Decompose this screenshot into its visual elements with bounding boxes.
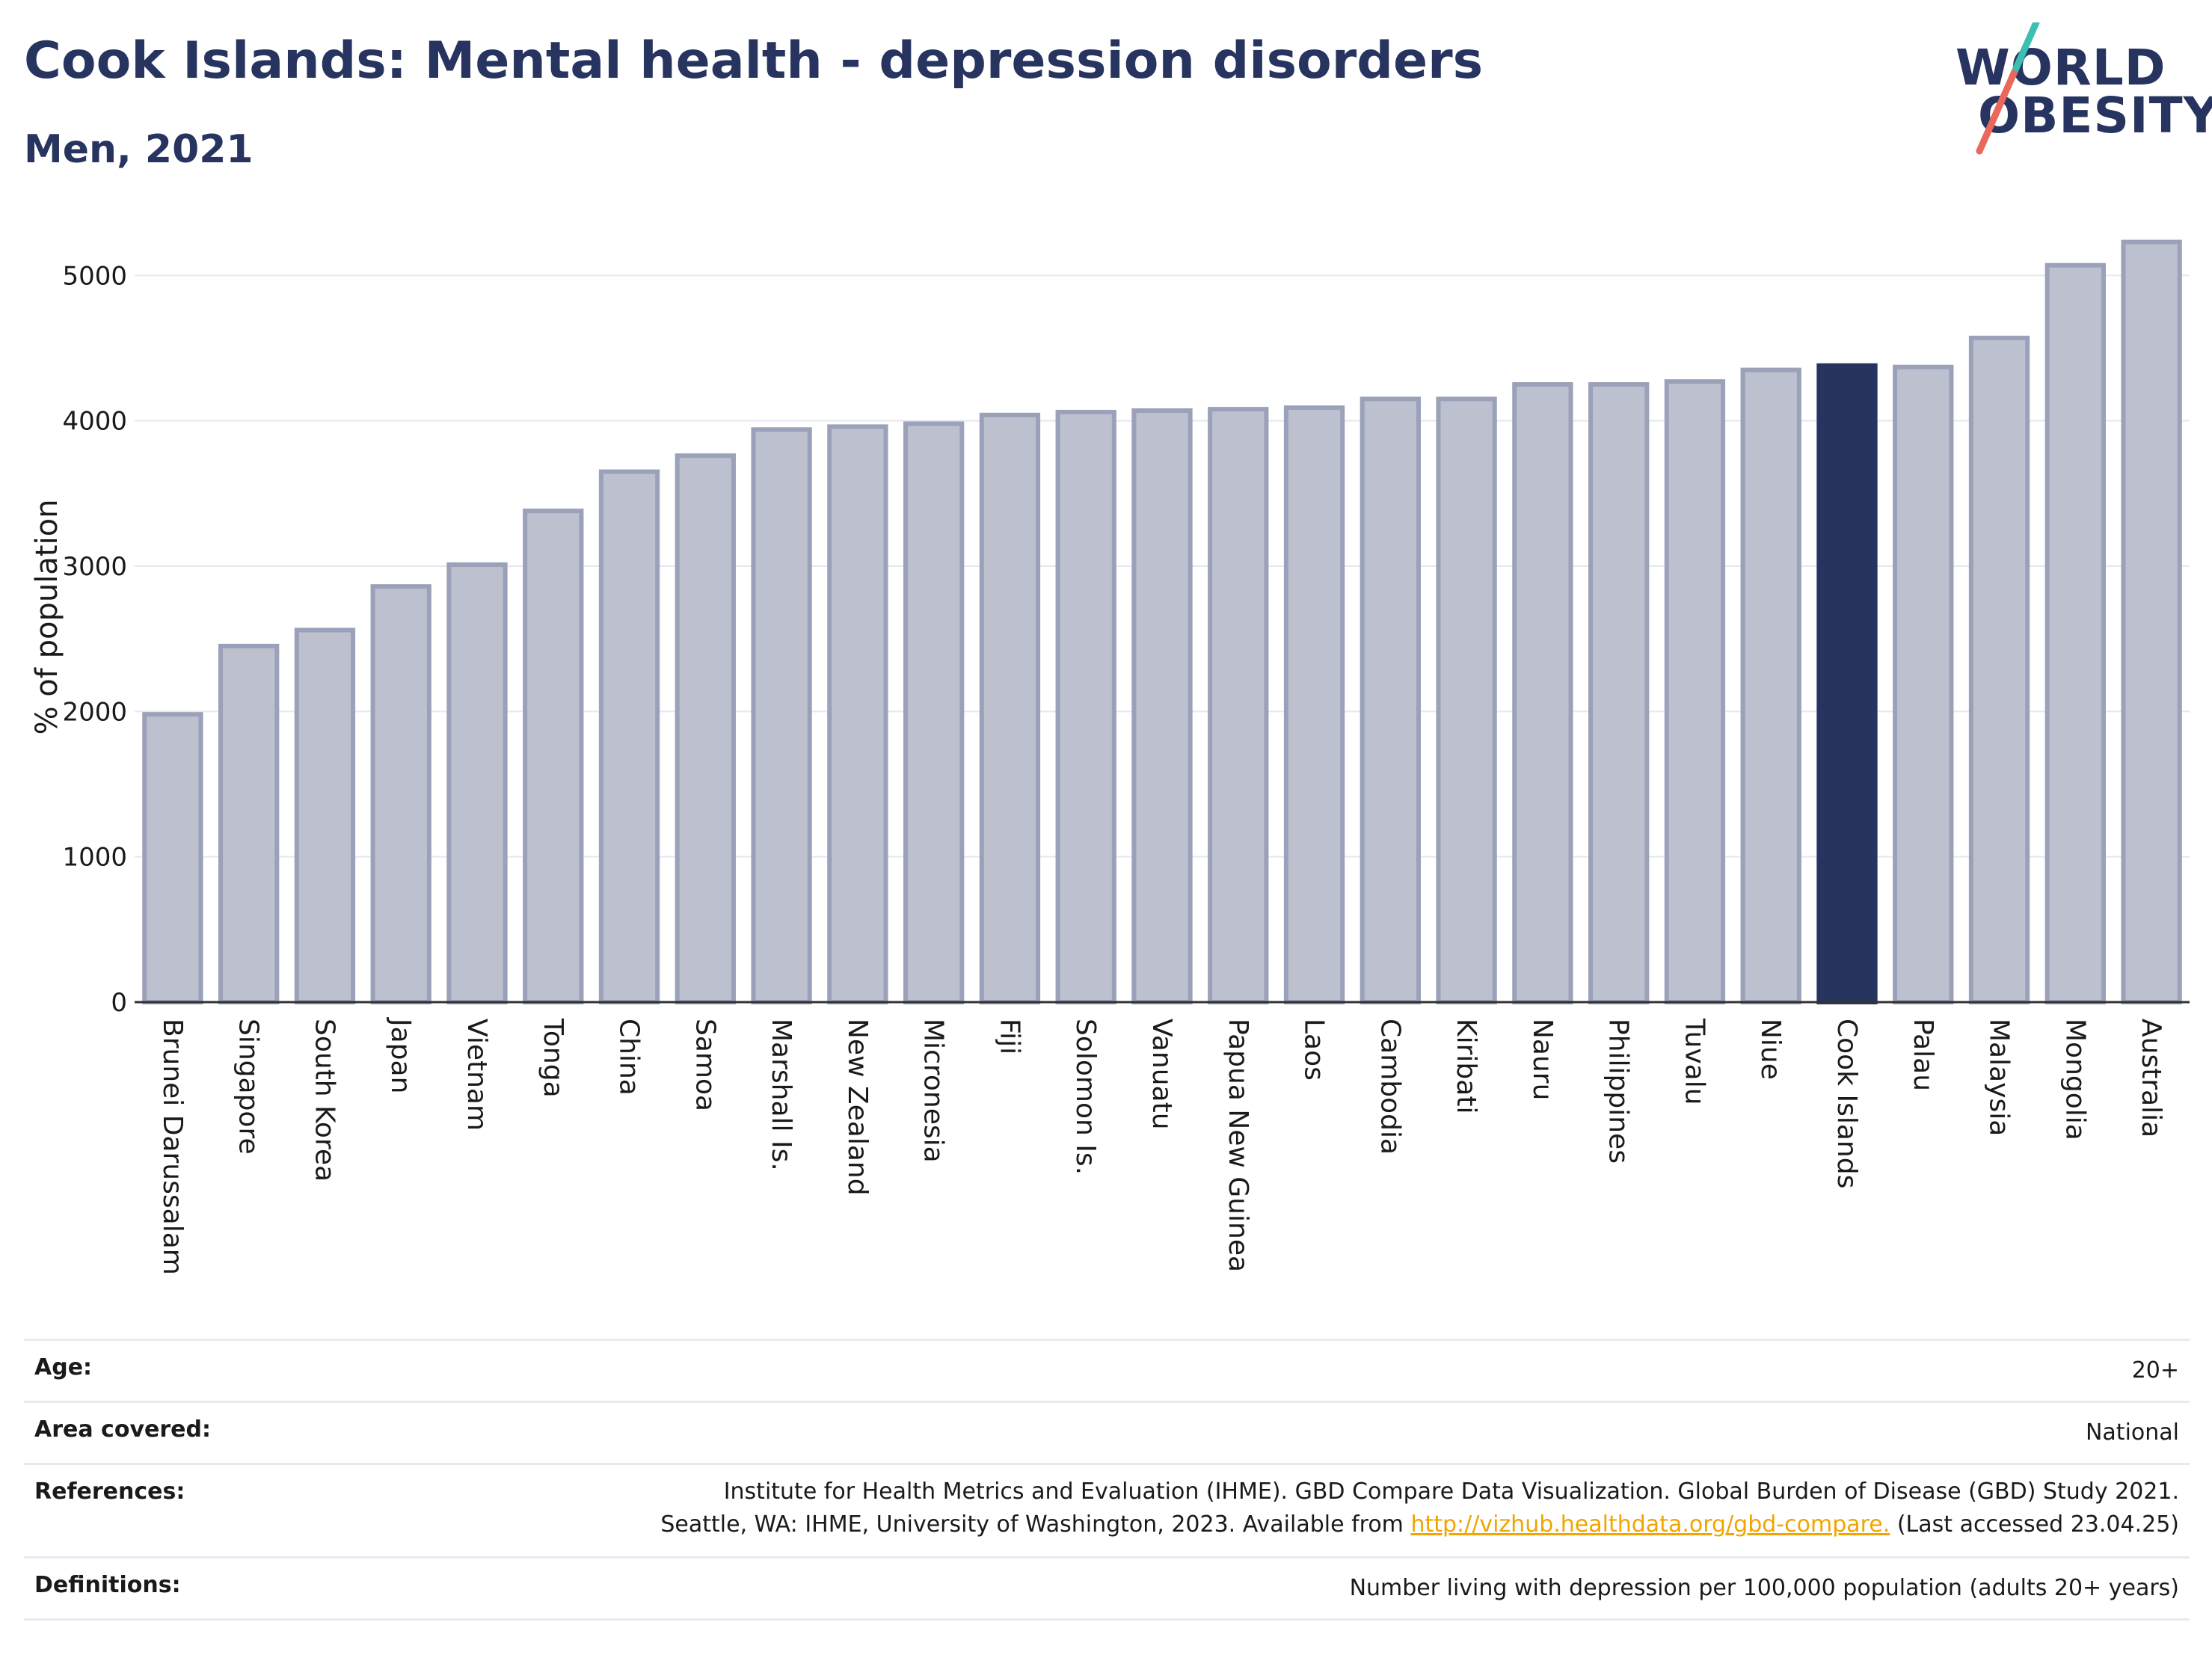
- x-tick-label: Philippines: [1603, 1019, 1634, 1164]
- x-tick-label: Nauru: [1527, 1019, 1558, 1100]
- y-tick-label: 5000: [62, 261, 127, 291]
- x-tick-label: Palau: [1908, 1019, 1938, 1091]
- logo-slash-icon: [1976, 22, 2040, 155]
- x-tick-label: Singapore: [233, 1019, 264, 1155]
- meta-row-area: Area covered: National: [24, 1403, 2190, 1465]
- area-label: Area covered:: [34, 1416, 211, 1443]
- y-tick-label: 3000: [62, 552, 127, 582]
- x-tick-label: Malaysia: [1984, 1019, 2015, 1136]
- bar: [1968, 335, 2030, 1004]
- x-tick-label: South Korea: [309, 1019, 340, 1182]
- x-tick-label: Mongolia: [2059, 1019, 2090, 1140]
- bar: [598, 469, 660, 1004]
- x-tick-label: Kiribati: [1451, 1019, 1481, 1114]
- bar: [1208, 407, 1269, 1004]
- references-value: Institute for Health Metrics and Evaluat…: [660, 1476, 2179, 1541]
- x-tick-label: Australia: [2136, 1019, 2166, 1137]
- bar: [1588, 382, 1650, 1005]
- bar: [1893, 364, 1954, 1005]
- references-line2-pre: Seattle, WA: IHME, University of Washing…: [660, 1511, 1411, 1538]
- area-value: National: [2085, 1419, 2179, 1446]
- y-tick-label: 0: [111, 988, 127, 1018]
- x-tick-label: Laos: [1299, 1019, 1330, 1081]
- x-tick-label: Tuvalu: [1679, 1018, 1709, 1105]
- bar-chart: 0 1000 2000 3000 4000 5000 % of population Brun…: [30, 239, 2190, 1275]
- x-tick-label: Cambodia: [1374, 1019, 1405, 1155]
- x-tick-label: Vietnam: [461, 1019, 492, 1131]
- bar: [294, 627, 356, 1004]
- meta-row-references: References: Institute for Health Metrics…: [24, 1465, 2190, 1559]
- bar: [979, 412, 1041, 1004]
- y-tick-label: 2000: [62, 697, 127, 727]
- references-link[interactable]: http://vizhub.healthdata.org/gbd-compare…: [1410, 1511, 1890, 1538]
- meta-row-definitions: Definitions: Number living with depressi…: [24, 1559, 2190, 1621]
- age-value: 20+: [2131, 1357, 2179, 1384]
- logo-line2: OBESITY: [1978, 87, 2212, 144]
- x-tick-label: Brunei Darussalam: [157, 1019, 188, 1275]
- bar: [903, 421, 965, 1004]
- y-axis-label: % of population: [30, 500, 64, 735]
- references-line2-post: (Last accessed 23.04.25): [1890, 1511, 2179, 1538]
- page-title: Cook Islands: Mental health - depression…: [24, 31, 1484, 90]
- age-label: Age:: [34, 1354, 93, 1381]
- x-tick-label: Tonga: [538, 1018, 568, 1098]
- definitions-label: Definitions:: [34, 1572, 181, 1598]
- bar: [1055, 409, 1116, 1004]
- bar: [827, 424, 888, 1004]
- y-tick-label: 4000: [62, 407, 127, 437]
- bar: [523, 509, 584, 1004]
- references-line1: Institute for Health Metrics and Evaluat…: [723, 1479, 2179, 1505]
- bar: [370, 584, 431, 1004]
- bar: [446, 562, 508, 1005]
- x-tick-label: China: [614, 1019, 645, 1096]
- bar: [2044, 262, 2106, 1004]
- bar: [1436, 396, 1497, 1005]
- bar: [675, 453, 736, 1004]
- x-tick-label: Samoa: [689, 1019, 720, 1111]
- bar: [1131, 408, 1193, 1005]
- bar: [751, 427, 812, 1004]
- x-tick-label: Niue: [1755, 1019, 1786, 1080]
- x-tick-label: Japan: [385, 1017, 416, 1093]
- bar: [1740, 367, 1801, 1005]
- bar: [218, 643, 280, 1004]
- x-tick-label: Solomon Is.: [1070, 1019, 1101, 1175]
- world-obesity-logo: WORLD OBESITY: [1948, 22, 2212, 157]
- x-tick-label: Vanuatu: [1146, 1019, 1177, 1130]
- definitions-value: Number living with depression per 100,00…: [1349, 1575, 2179, 1601]
- y-tick-label: 1000: [62, 843, 127, 873]
- x-tick-label: Marshall Is.: [766, 1019, 796, 1171]
- bar: [1664, 379, 1726, 1004]
- x-tick-label: Cook Islands: [1831, 1019, 1862, 1188]
- meta-row-age: Age: 20+: [24, 1341, 2190, 1403]
- bar: [1360, 396, 1421, 1005]
- references-label: References:: [34, 1479, 185, 1505]
- bar: [142, 712, 203, 1004]
- x-tick-label: New Zealand: [842, 1019, 873, 1196]
- page-subtitle: Men, 2021: [24, 127, 254, 172]
- references-line2: Seattle, WA: IHME, University of Washing…: [660, 1508, 2179, 1541]
- x-tick-label: Micronesia: [918, 1019, 949, 1163]
- bar: [2121, 239, 2182, 1005]
- bar: [1816, 363, 1878, 1004]
- x-tick-label: Papua New Guinea: [1223, 1019, 1253, 1272]
- x-tick-label: Fiji: [994, 1019, 1024, 1054]
- bar: [1283, 405, 1345, 1004]
- logo-line1: WORLD: [1956, 39, 2166, 96]
- bar: [1512, 382, 1573, 1005]
- meta-table: Age: 20+ Area covered: National Referenc…: [24, 1339, 2190, 1621]
